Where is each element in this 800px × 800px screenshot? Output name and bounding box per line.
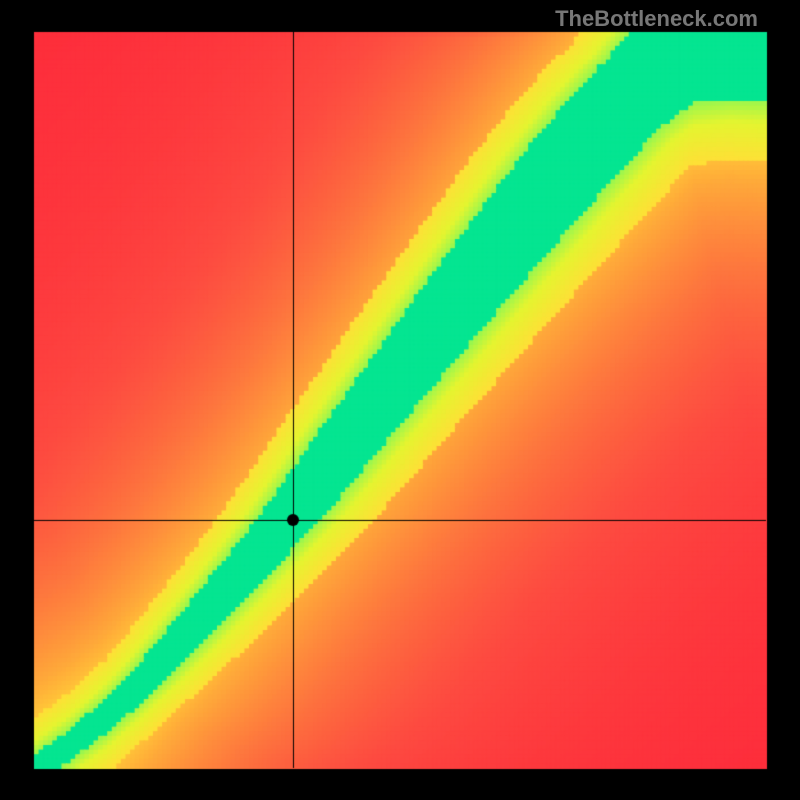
chart-container: TheBottleneck.com xyxy=(0,0,800,800)
bottleneck-heatmap xyxy=(0,0,800,800)
watermark-text: TheBottleneck.com xyxy=(555,6,758,32)
